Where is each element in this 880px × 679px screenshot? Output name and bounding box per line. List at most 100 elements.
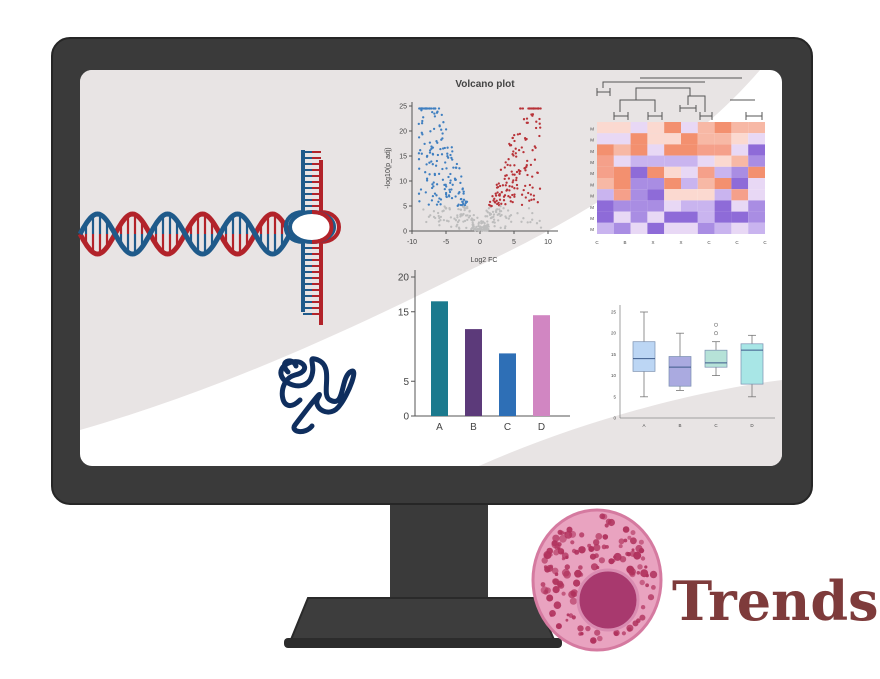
heatmap-cell [613, 222, 631, 234]
volcano-point [513, 164, 516, 167]
volcano-point [449, 179, 452, 182]
volcano-point [425, 179, 429, 182]
cell-granule [559, 534, 567, 543]
screen-band-top [80, 70, 760, 430]
volcano-point [426, 107, 429, 110]
volcano-point [464, 200, 467, 203]
box-category-label: C [714, 423, 718, 428]
heatmap-col-label: C [735, 240, 739, 245]
volcano-point [519, 169, 522, 173]
cell-granule [564, 564, 570, 570]
volcano-point [421, 107, 424, 110]
heatmap-cell [714, 166, 732, 178]
volcano-point [531, 186, 534, 189]
volcano-point [462, 190, 465, 193]
box-category-label: B [678, 423, 681, 428]
cell-granule [561, 552, 569, 560]
bar-category-label: B [470, 422, 477, 433]
heatmap-row-label: M [590, 160, 594, 165]
bar [431, 301, 448, 416]
volcano-point [524, 196, 527, 199]
volcano-point [514, 147, 517, 150]
heatmap-cell [697, 222, 715, 234]
volcano-point [454, 166, 458, 169]
volcano-point [474, 229, 477, 232]
heatmap-col-label: B [623, 240, 626, 245]
heatmap-col-label: X [651, 240, 654, 245]
heatmap-col-label: C [595, 240, 599, 245]
cell-granule [644, 565, 648, 569]
heatmap-cell [647, 222, 665, 234]
volcano-point [442, 209, 445, 212]
volcano-point [503, 226, 507, 230]
volcano-point [436, 153, 440, 157]
cell-granule [619, 556, 627, 563]
volcano-point [499, 205, 502, 208]
volcano-point [434, 164, 438, 167]
volcano-point [457, 226, 461, 229]
heatmap-cell [697, 155, 715, 167]
box-iqr [704, 349, 728, 368]
cell-nucleus [576, 568, 640, 632]
volcano-point [418, 167, 421, 170]
volcano-x-tick-label: 10 [544, 239, 552, 246]
volcano-point [470, 217, 473, 220]
volcano-title: Volcano plot [455, 79, 515, 90]
volcano-point [422, 208, 425, 211]
heatmap-row-label: M [590, 205, 594, 210]
volcano-point [504, 161, 507, 164]
cell-granule [638, 539, 644, 545]
volcano-point [503, 166, 506, 169]
cell-granule [598, 557, 606, 564]
heatmap-cell [597, 166, 614, 178]
volcano-point [487, 228, 490, 231]
heatmap-cell [748, 144, 765, 156]
volcano-point [445, 219, 449, 222]
box-iqr [740, 343, 764, 385]
volcano-point [514, 152, 517, 155]
volcano-point [507, 195, 510, 198]
heatmap-cell [681, 200, 698, 212]
volcano-point [433, 112, 436, 115]
heatmap-cell [697, 166, 715, 178]
box-y-tick-label: 0 [613, 416, 616, 421]
cell-granule [596, 565, 600, 570]
volcano-point [517, 148, 521, 152]
volcano-point [509, 164, 512, 167]
volcano-point [504, 203, 507, 206]
rna-hairpin-icon [283, 150, 341, 325]
volcano-point [497, 194, 501, 197]
heatmap-cell [731, 211, 749, 223]
volcano-y-tick-label: 0 [403, 229, 407, 236]
heatmap-cell [664, 166, 681, 178]
volcano-point [444, 128, 448, 131]
heatmap-cell [748, 222, 765, 234]
heatmap-cell [748, 200, 765, 212]
volcano-point [516, 187, 519, 190]
volcano-point [538, 219, 541, 223]
volcano-point [538, 122, 541, 125]
cell-granule [640, 556, 646, 561]
volcano-point [423, 142, 426, 146]
volcano-point [508, 144, 512, 147]
volcano-point [461, 200, 464, 203]
volcano-point [435, 159, 439, 163]
volcano-point [451, 158, 454, 161]
box-y-tick-label: 5 [613, 394, 616, 399]
cell-granule [546, 594, 554, 602]
heatmap-cell [630, 222, 648, 234]
volcano-point [440, 153, 444, 156]
heatmap-cell [748, 122, 765, 134]
heatmap-cell [630, 166, 648, 178]
bar-category-label: A [436, 422, 443, 433]
volcano-point [510, 170, 513, 173]
volcano-point [491, 195, 494, 198]
volcano-point [441, 137, 444, 140]
cell-granule [578, 632, 583, 636]
volcano-point [422, 116, 425, 119]
cell-granule [557, 542, 562, 547]
volcano-x-tick-label: 0 [478, 239, 482, 246]
cell-granule [593, 544, 601, 552]
bar-category-label: D [538, 422, 545, 433]
heatmap-cell [697, 122, 715, 134]
